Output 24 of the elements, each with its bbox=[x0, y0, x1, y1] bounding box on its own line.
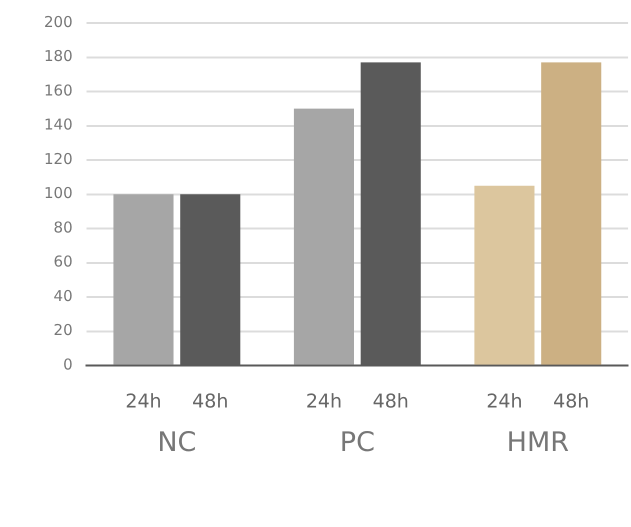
bar bbox=[474, 186, 534, 365]
y-tick-label: 140 bbox=[44, 116, 73, 134]
y-tick-label: 60 bbox=[54, 252, 73, 271]
y-tick-label: 80 bbox=[54, 218, 73, 236]
x-tick-label: NC bbox=[157, 426, 196, 458]
series-label: 48h bbox=[192, 390, 228, 413]
bar bbox=[113, 194, 174, 365]
x-tick-label: PC bbox=[340, 426, 375, 458]
y-tick-label: 200 bbox=[44, 12, 73, 31]
y-tick-label: 160 bbox=[44, 81, 73, 100]
x-tick-label: HMR bbox=[506, 426, 569, 458]
y-tick-label: 0 bbox=[63, 355, 73, 374]
text: 48h bbox=[553, 390, 590, 413]
y-tick-label: 20 bbox=[54, 321, 73, 340]
bar bbox=[294, 108, 354, 365]
y-tick-label: 120 bbox=[44, 150, 73, 168]
text: 48h bbox=[372, 390, 409, 413]
y-tick-label: 40 bbox=[54, 286, 73, 305]
text: 24h bbox=[486, 390, 523, 413]
text: 24h bbox=[306, 390, 342, 413]
series-label: 24h bbox=[125, 390, 162, 413]
bar bbox=[541, 62, 602, 365]
y-tick-label: 100 bbox=[44, 184, 73, 202]
y-tick-label: 180 bbox=[44, 47, 73, 66]
